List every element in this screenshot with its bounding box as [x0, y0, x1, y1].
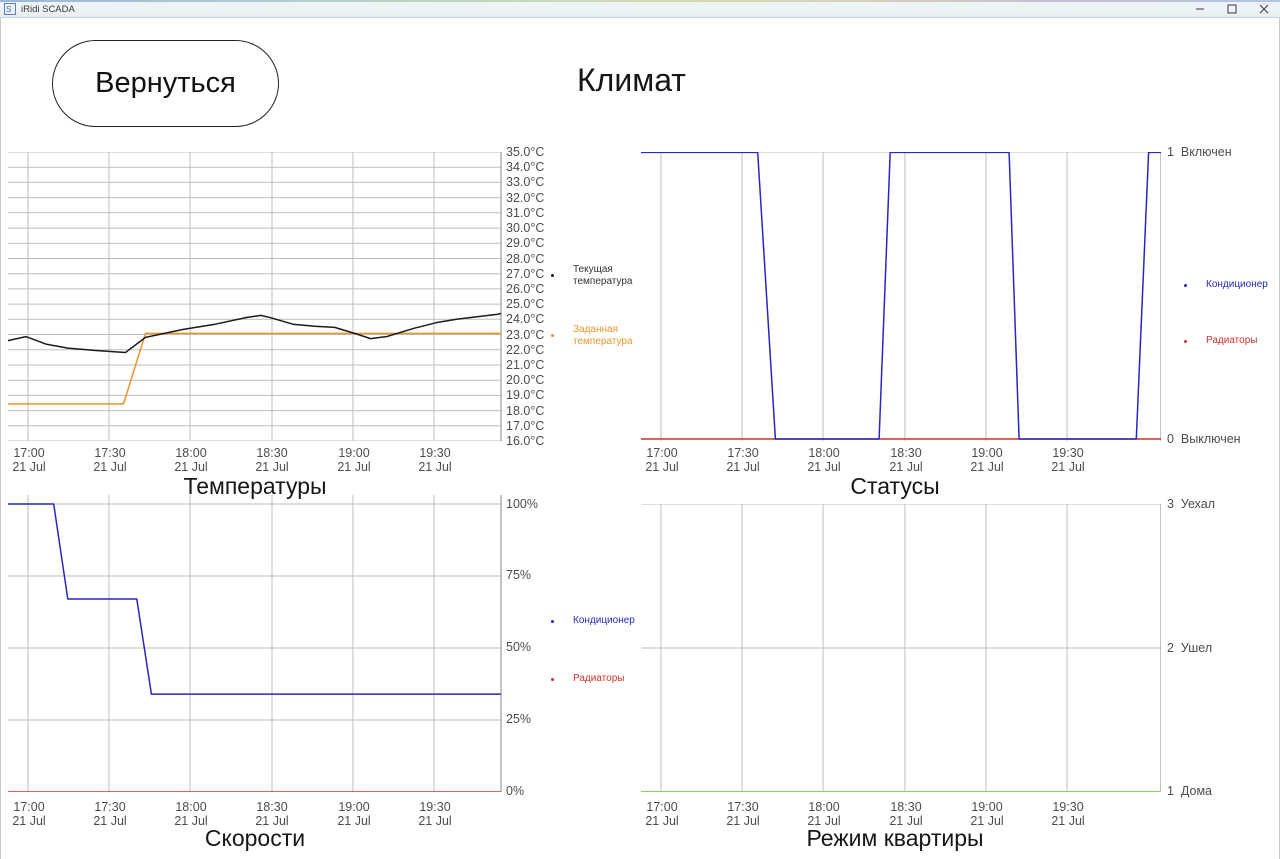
- svg-text:S: S: [6, 5, 11, 14]
